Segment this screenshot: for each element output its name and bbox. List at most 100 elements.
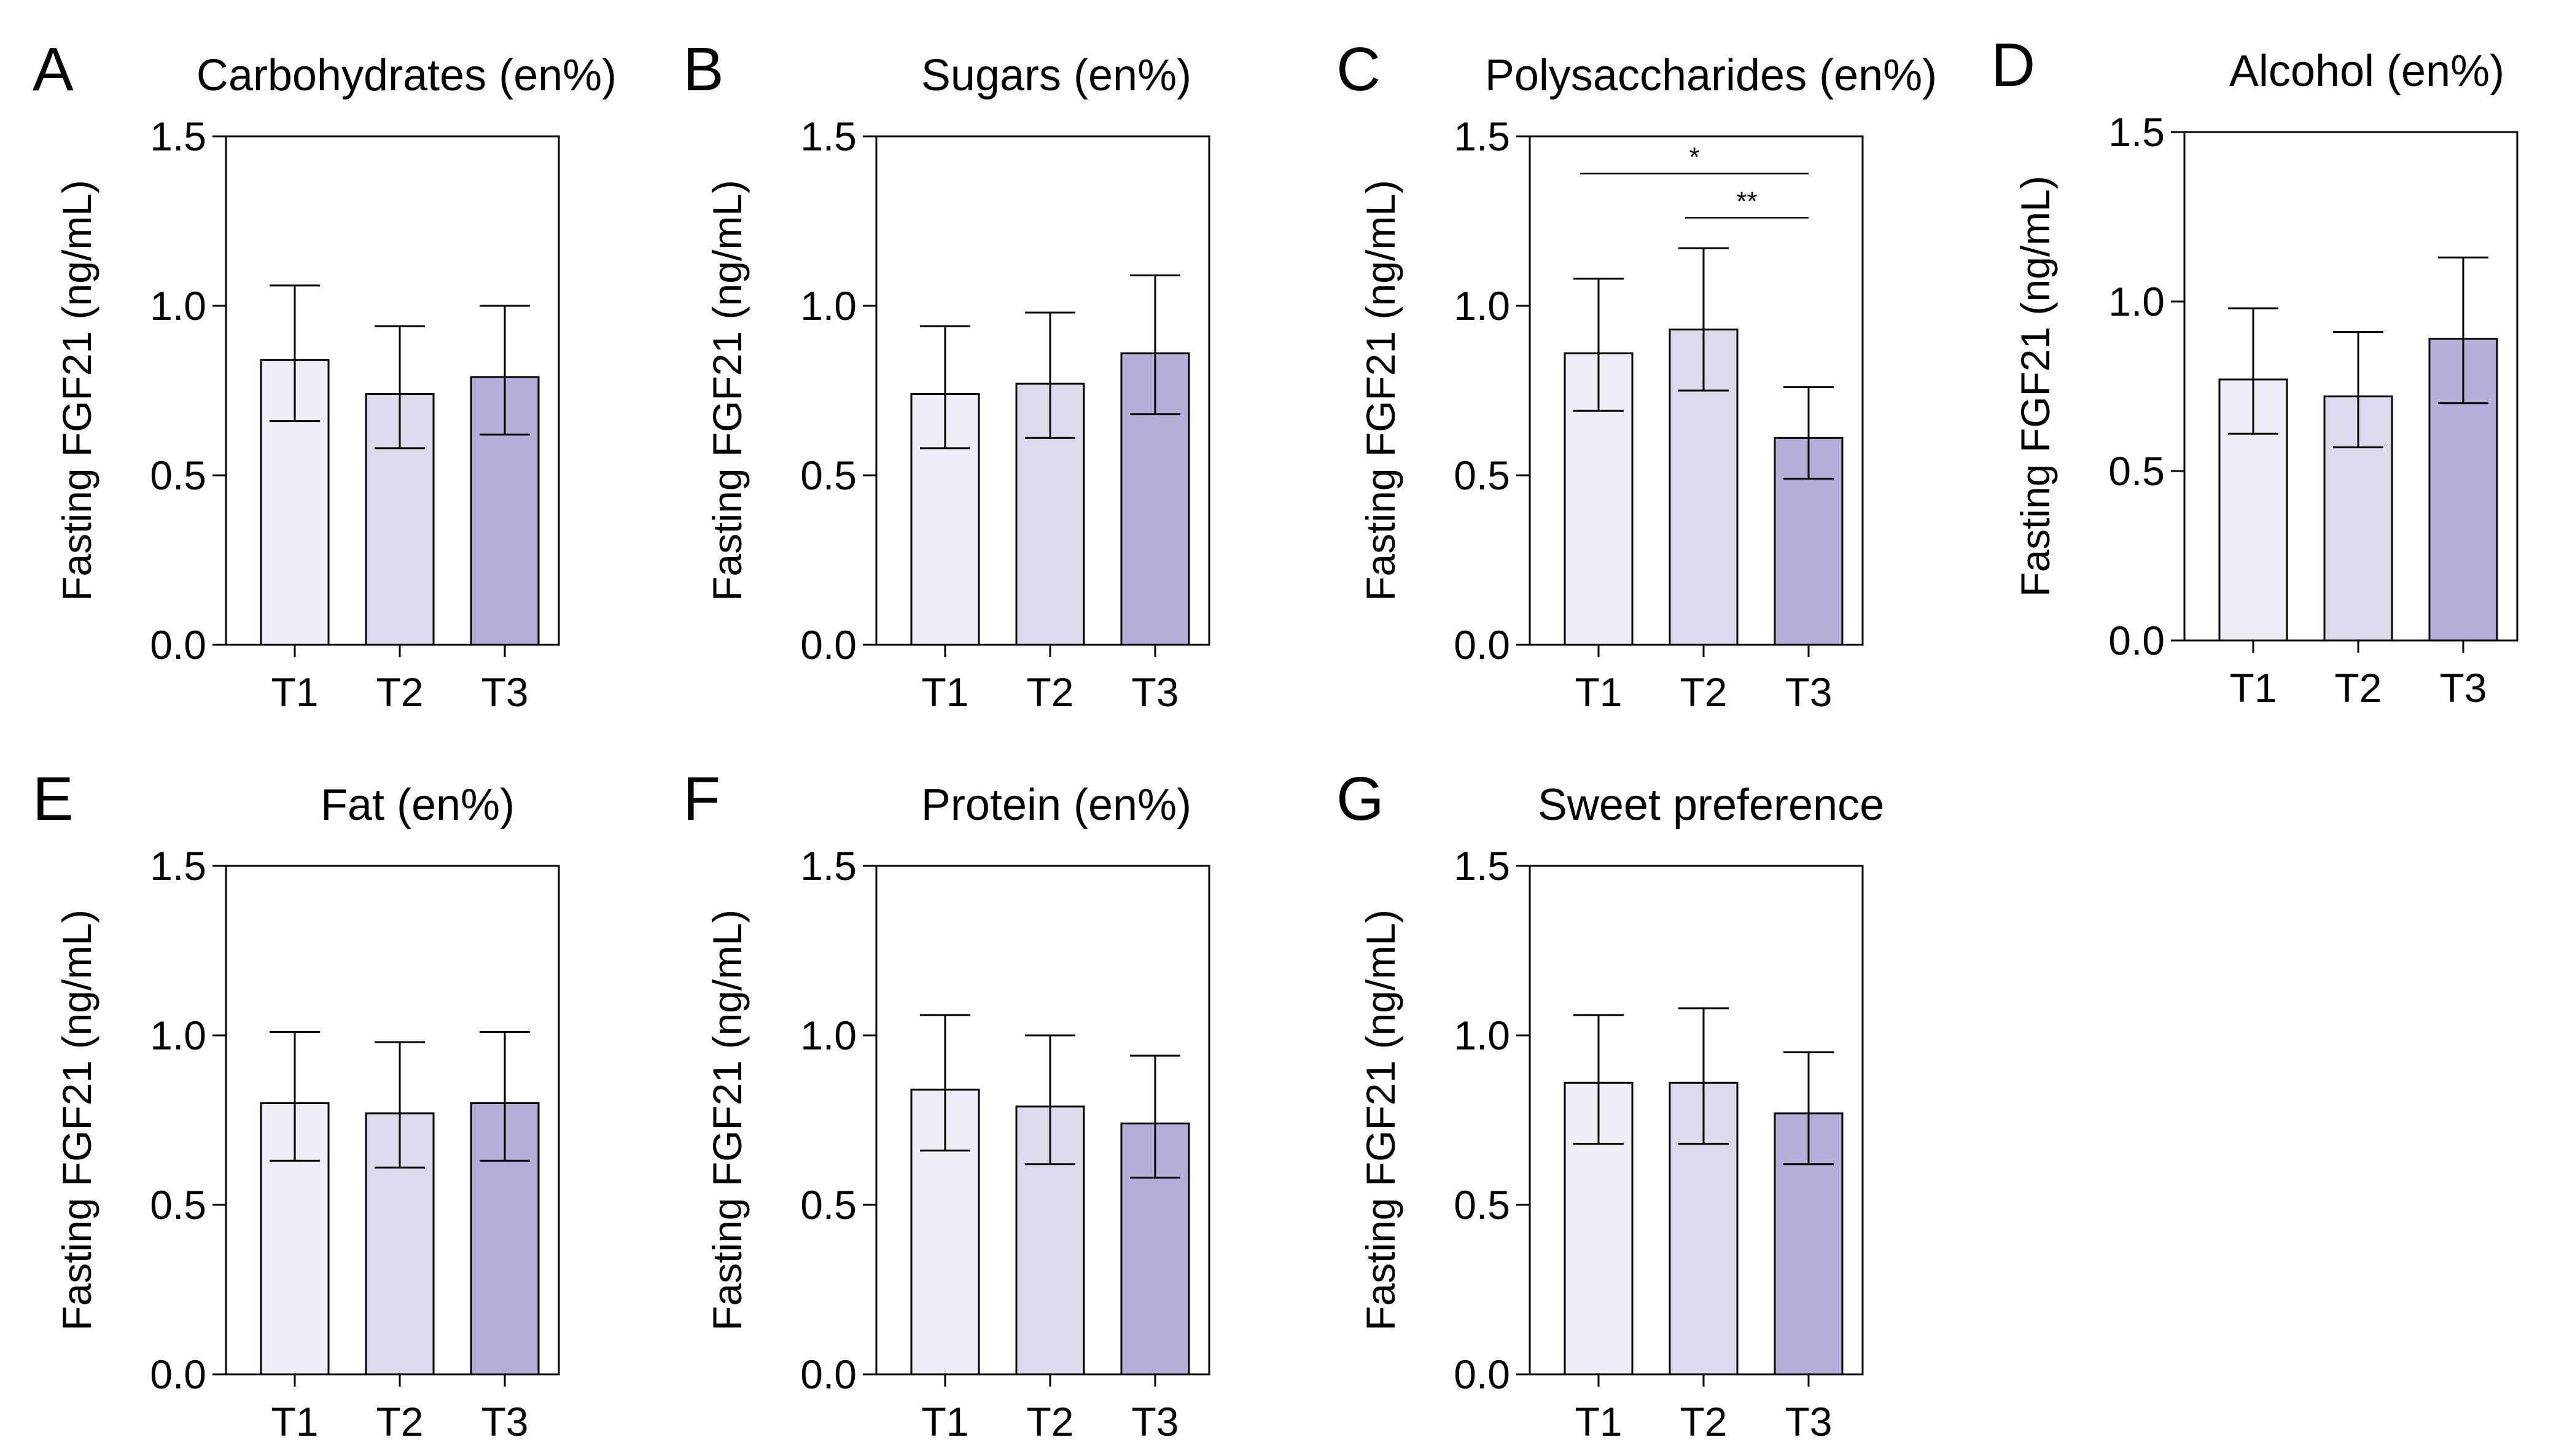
error-bar-t2: [1678, 247, 1729, 392]
y-axis-label: Fasting FGF21 (ng/mL): [704, 909, 750, 1331]
x-tick-label: T2: [1026, 1399, 1073, 1444]
y-tick-label: 0.5: [150, 453, 206, 498]
error-bar-t1: [1573, 278, 1624, 412]
y-tick-label: 1.0: [1454, 1013, 1510, 1058]
y-tick-label: 1.5: [150, 843, 206, 889]
chart-title: Sugars (en%): [921, 51, 1191, 100]
x-tick-label: T2: [1680, 669, 1727, 715]
error-bar-t3: [1130, 274, 1180, 416]
error-bar-t2: [2333, 331, 2383, 448]
panel-c: C Polysaccharides (en%) Fasting FGF21 (ng/…: [1336, 35, 1937, 715]
y-tick-label: 1.5: [1454, 114, 1510, 159]
panel-a: A Carbohydrates (en%) Fasting FGF21 (ng/mL…: [33, 35, 617, 715]
significance-label: *: [1689, 142, 1699, 173]
x-tick-label: T3: [1131, 1399, 1178, 1444]
plot-frame: [225, 135, 560, 646]
x-tick-label: T3: [1785, 1399, 1832, 1444]
panel-letter: E: [33, 765, 74, 833]
y-tick-label: 0.0: [800, 1352, 857, 1397]
y-axis-label: Fasting FGF21 (ng/mL): [54, 909, 99, 1331]
y-tick-label: 0.5: [2108, 448, 2165, 494]
error-bar-t2: [1678, 1007, 1729, 1145]
y-tick-label: 1.0: [2108, 279, 2165, 324]
plot-frame: [2183, 131, 2519, 642]
chart-title: Fat (en%): [321, 781, 515, 830]
y-tick-label: 0.5: [1454, 1182, 1510, 1228]
panel-letter: C: [1336, 35, 1381, 104]
y-tick-label: 0.0: [150, 622, 206, 668]
y-tick-label: 1.0: [800, 283, 857, 329]
x-tick-label: T1: [921, 669, 968, 715]
y-tick-label: 1.0: [800, 1013, 857, 1058]
y-tick-label: 1.5: [800, 114, 857, 159]
y-tick-label: 0.0: [1454, 1352, 1510, 1397]
panel-letter: A: [33, 35, 74, 104]
plot-frame: [875, 135, 1210, 646]
error-bar-t3: [1130, 1054, 1180, 1179]
y-tick-label: 0.5: [800, 1182, 857, 1228]
panel-d: D Alcohol (en%) Fasting FGF21 (ng/mL) 0.0 0.…: [1991, 31, 2519, 710]
y-tick-label: 1.0: [150, 1013, 206, 1058]
y-tick-label: 1.5: [150, 114, 206, 159]
plot-frame: [1529, 865, 1864, 1376]
error-bar-t2: [375, 325, 425, 450]
plot-frame: [1529, 135, 1864, 646]
x-tick-label: T1: [1575, 669, 1622, 715]
y-axis-label: Fasting FGF21 (ng/mL): [1358, 909, 1403, 1331]
x-tick-label: T2: [376, 1399, 423, 1444]
x-tick-label: T3: [1131, 669, 1178, 715]
error-bar-t3: [480, 1030, 530, 1162]
x-tick-label: T1: [2229, 665, 2277, 710]
x-tick-label: T3: [2439, 665, 2487, 710]
panel-letter: F: [683, 765, 720, 833]
y-tick-label: 0.0: [150, 1352, 206, 1397]
plot-frame: [225, 865, 560, 1376]
chart-title: Protein (en%): [921, 781, 1191, 830]
x-tick-label: T1: [271, 669, 318, 715]
y-tick-label: 0.0: [1454, 622, 1510, 668]
panel-f: F Protein (en%) Fasting FGF21 (ng/mL) 0.0 0.…: [683, 765, 1210, 1444]
x-tick-label: T1: [921, 1399, 968, 1444]
error-bar-t2: [375, 1041, 425, 1169]
y-tick-label: 0.5: [150, 1182, 206, 1228]
x-tick-label: T1: [1575, 1399, 1622, 1444]
panel-letter: D: [1991, 31, 2035, 99]
x-tick-label: T2: [1680, 1399, 1727, 1444]
y-tick-label: 1.5: [2108, 109, 2165, 155]
chart-title: Sweet preference: [1538, 781, 1884, 830]
error-bar-t1: [2228, 307, 2278, 435]
x-tick-label: T2: [376, 669, 423, 715]
y-tick-label: 0.0: [2108, 618, 2165, 663]
error-bar-t1: [270, 1030, 320, 1162]
error-bar-t1: [920, 1014, 970, 1152]
error-bar-t3: [2438, 256, 2488, 405]
panel-letter: G: [1336, 765, 1384, 833]
error-bar-t3: [1783, 386, 1834, 480]
y-tick-label: 1.5: [800, 843, 857, 889]
bar-t1: [1564, 1081, 1634, 1376]
panel-letter: B: [683, 35, 724, 104]
chart-title: Alcohol (en%): [2229, 47, 2504, 96]
panel-e: E Fat (en%) Fasting FGF21 (ng/mL) 0.0 0.5 1.0…: [33, 765, 560, 1444]
x-tick-label: T3: [481, 669, 528, 715]
y-axis-label: Fasting FGF21 (ng/mL): [1358, 180, 1403, 601]
y-axis-label: Fasting FGF21 (ng/mL): [2012, 176, 2058, 597]
plot-frame: [875, 865, 1210, 1376]
y-tick-label: 1.5: [1454, 843, 1510, 889]
error-bar-t3: [480, 305, 530, 436]
panel-g: G Sweet preference Fasting FGF21 (ng/mL) 0.…: [1336, 765, 1884, 1444]
x-tick-label: T2: [2334, 665, 2382, 710]
error-bar-t2: [1025, 1034, 1075, 1166]
x-tick-label: T3: [1785, 669, 1832, 715]
error-bar-t1: [1573, 1014, 1624, 1145]
y-tick-label: 0.5: [1454, 453, 1510, 498]
error-bar-t1: [270, 284, 320, 422]
significance-label: **: [1736, 186, 1757, 216]
y-tick-label: 0.5: [800, 453, 857, 498]
y-axis-label: Fasting FGF21 (ng/mL): [54, 180, 99, 601]
error-bar-t1: [920, 325, 970, 450]
bar-t2: [1015, 1105, 1085, 1376]
x-tick-label: T1: [271, 1399, 318, 1444]
y-axis-label: Fasting FGF21 (ng/mL): [704, 180, 750, 601]
